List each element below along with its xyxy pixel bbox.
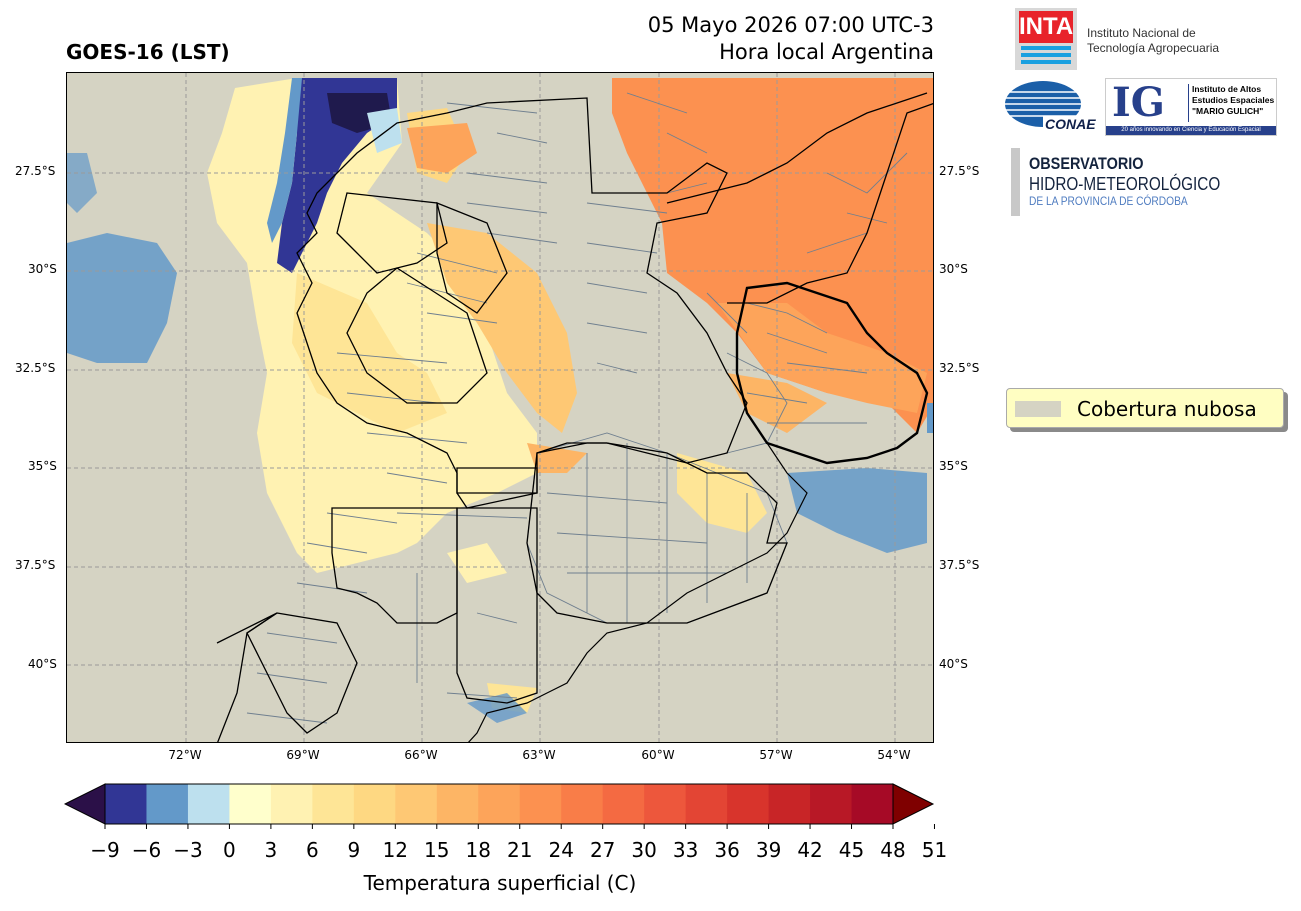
colorbar-tick-label: 27	[589, 838, 616, 862]
colorbar-tick-label: 12	[382, 838, 409, 862]
colorbar-cell	[395, 784, 438, 824]
ig-line: Instituto de Altos	[1192, 84, 1262, 94]
coastline	[468, 442, 808, 742]
lat-label-right: 40°S	[939, 657, 968, 671]
inta-logo: INTA	[1015, 8, 1077, 70]
lon-label: 63°W	[522, 748, 556, 762]
map-canvas	[67, 73, 933, 742]
colorbar-label: Temperatura superficial (C)	[363, 871, 637, 895]
map-gridlines	[67, 73, 933, 742]
colorbar-cell	[727, 784, 770, 824]
ig-line: Estudios Espaciales	[1192, 95, 1275, 105]
colorbar-cell	[270, 784, 313, 824]
colorbar-tick-label: −9	[90, 838, 120, 862]
colorbar-over-arrow	[892, 783, 935, 825]
colorbar-tick-label: 36	[714, 838, 740, 862]
colorbar-tick-label: 45	[838, 838, 865, 862]
colorbar-tick-label: 42	[797, 838, 823, 862]
datetime-label: 05 Mayo 2026 07:00 UTC-3	[647, 13, 934, 37]
observatorio-logo: OBSERVATORIO HIDRO-METEOROLÓGICO DE LA P…	[1029, 154, 1254, 208]
lat-label-left: 30°S	[28, 262, 57, 276]
lat-label-left: 37.5°S	[15, 558, 56, 572]
colorbar-cell	[105, 784, 147, 824]
colorbar-under-arrow	[64, 783, 106, 825]
colorbar-cell	[146, 784, 189, 824]
lat-label-left: 35°S	[28, 459, 57, 473]
inta-mark: INTA	[1019, 13, 1074, 40]
colorbar-cell	[851, 784, 894, 824]
lat-label-left: 27.5°S	[15, 164, 56, 178]
observatorio-line: HIDRO-METEOROLÓGICO	[1029, 174, 1221, 194]
colorbar-tick-label: 9	[347, 838, 361, 862]
colorbar-cell	[602, 784, 645, 824]
ig-name: Instituto de Altos Estudios Espaciales "…	[1192, 84, 1274, 117]
map-title: GOES-16 (LST)	[66, 40, 230, 64]
inta-name: Instituto Nacional de Tecnología Agropec…	[1087, 26, 1219, 56]
colorbar-cell	[229, 784, 272, 824]
lon-label: 66°W	[404, 748, 438, 762]
conae-mark: CONAE	[1043, 116, 1098, 132]
lat-label-right: 27.5°S	[939, 164, 980, 178]
colorbar-cell	[353, 784, 396, 824]
colorbar-cell	[312, 784, 355, 824]
lat-label-right: 37.5°S	[939, 558, 980, 572]
colorbar-tick-label: 33	[672, 838, 699, 862]
cloud-cover-label: Cobertura nubosa	[1077, 397, 1257, 421]
lat-label-left: 32.5°S	[15, 361, 56, 375]
lat-label-right: 32.5°S	[939, 361, 980, 375]
lon-label: 69°W	[286, 748, 320, 762]
lon-label: 60°W	[641, 748, 675, 762]
colorbar-cell	[436, 784, 479, 824]
colorbar-tick-label: 21	[507, 838, 533, 862]
lat-label-right: 30°S	[939, 262, 968, 276]
colorbar-cell	[768, 784, 811, 824]
colorbar-cell	[519, 784, 562, 824]
lon-label: 54°W	[877, 748, 911, 762]
department-boundaries	[246, 92, 908, 724]
inta-line: Tecnología Agropecuaria	[1087, 41, 1220, 55]
cloud-cover-legend: Cobertura nubosa	[1006, 388, 1284, 428]
colorbar-cell	[478, 784, 521, 824]
lat-label-right: 35°S	[939, 459, 968, 473]
colorbar-tick-label: 30	[631, 838, 657, 862]
colorbar-tick-label: 48	[880, 838, 906, 862]
colorbar	[64, 783, 935, 829]
colorbar-tick-label: 24	[548, 838, 574, 862]
observatorio-bar	[1011, 148, 1020, 216]
highlighted-province-border	[735, 281, 929, 465]
colorbar-cell	[644, 784, 687, 824]
ig-tagline: 20 años innovando en Ciencia y Educación…	[1106, 126, 1276, 135]
colorbar-tick-label: −6	[131, 838, 162, 862]
colorbar-tick-label: −3	[173, 838, 203, 862]
colorbar-tick-label: 6	[305, 838, 319, 862]
cloud-cover-swatch	[1015, 401, 1061, 417]
colorbar-tick-label: 3	[264, 838, 278, 862]
ig-line: "MARIO GULICH"	[1192, 106, 1264, 116]
temperature-map[interactable]	[66, 72, 934, 743]
conae-logo: CONAE	[1005, 80, 1098, 132]
lat-label-left: 40°S	[28, 657, 57, 671]
colorbar-tick-label: 18	[465, 838, 491, 862]
ig-logo: IG Instituto de Altos Estudios Espaciale…	[1105, 78, 1277, 136]
colorbar-cell	[561, 784, 604, 824]
colorbar-tick-label: 15	[424, 838, 450, 862]
observatorio-line: OBSERVATORIO	[1029, 154, 1144, 173]
colorbar-cell	[810, 784, 853, 824]
lon-label: 72°W	[168, 748, 202, 762]
colorbar-cell	[187, 784, 230, 824]
observatorio-line: DE LA PROVINCIA DE CÓRDOBA	[1029, 194, 1188, 208]
colorbar-tick-label: 0	[223, 838, 236, 862]
lon-label: 57°W	[759, 748, 793, 762]
colorbar-tick-label: 51	[921, 838, 948, 862]
colorbar-tick-label: 39	[755, 838, 782, 862]
colorbar-outline	[104, 783, 894, 825]
colorbar-cell	[685, 784, 728, 824]
inta-line: Instituto Nacional de	[1087, 26, 1196, 40]
timezone-label: Hora local Argentina	[719, 40, 934, 64]
datetime-header: 05 Mayo 2026 07:00 UTC-3 Hora local Arge…	[648, 12, 934, 66]
ig-mark: IG	[1112, 79, 1165, 126]
